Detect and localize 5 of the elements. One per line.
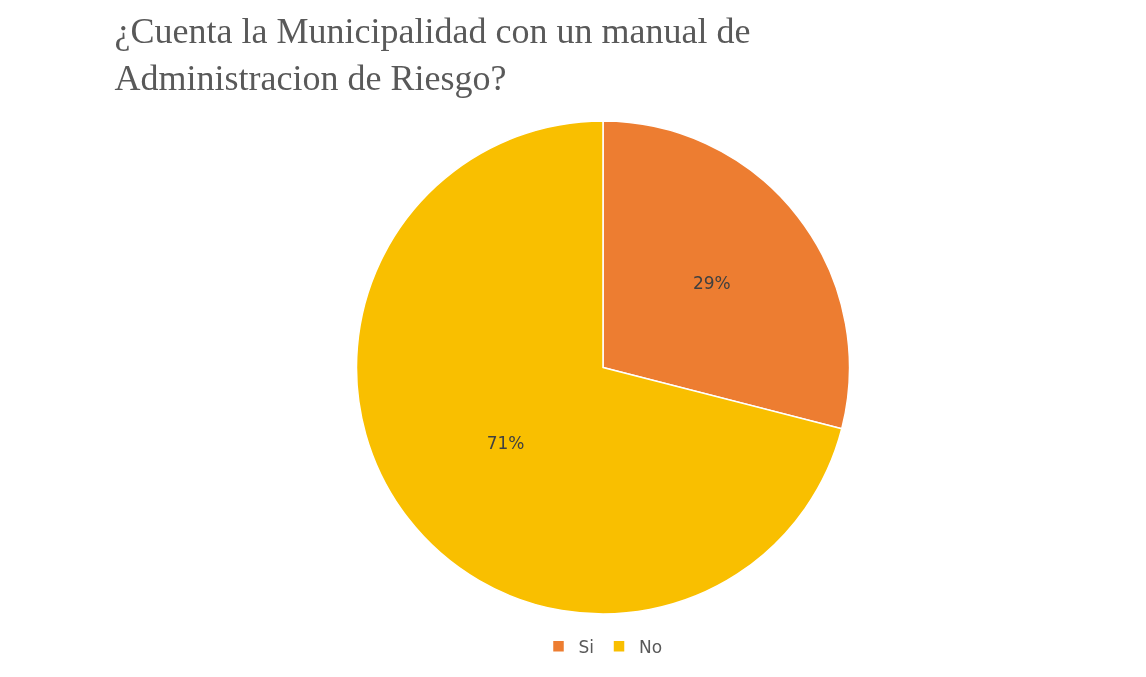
- legend-label: Si: [578, 636, 595, 657]
- chart-title: ¿Cuenta la Municipalidad con un manual de Administracion de Riesgo?: [114, 11, 751, 98]
- data-label: 29%: [692, 273, 731, 294]
- data-label: 71%: [486, 433, 525, 454]
- legend-label: No: [639, 636, 663, 657]
